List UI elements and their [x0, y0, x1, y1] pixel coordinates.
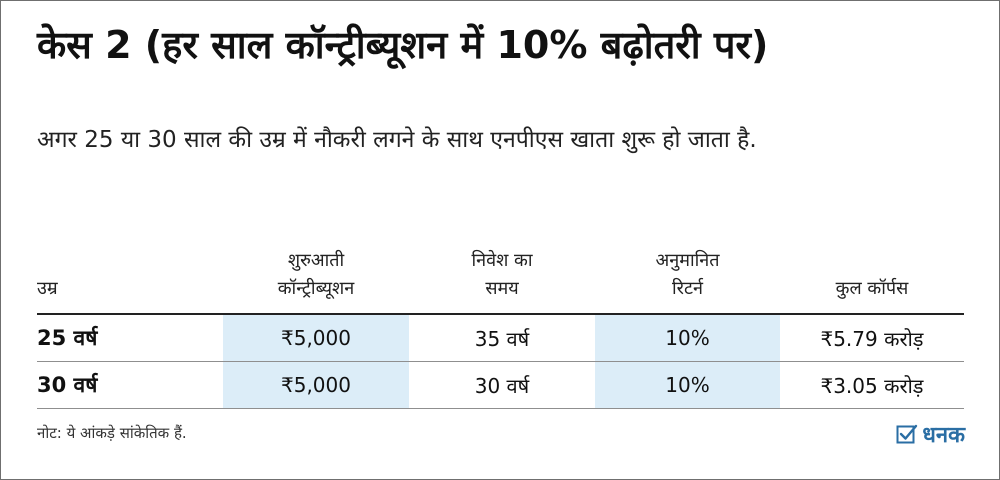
- cell-return: 10%: [595, 361, 780, 409]
- brand-name: धनक: [922, 423, 965, 448]
- header-investment-period: निवेश का समय: [409, 227, 595, 315]
- cell-age: 25 वर्ष: [37, 314, 223, 362]
- table-header-row: उम्र शुरुआती कॉन्ट्रीब्यूशन निवेश का समय अ…: [37, 227, 964, 315]
- brand-logo: धनक: [896, 419, 965, 449]
- table-row: 30 वर्ष ₹5,000 30 वर्ष 10% ₹3.05 करोड़: [37, 361, 964, 409]
- check-box-icon: [896, 423, 918, 445]
- footnote: नोट: ये आंकड़े सांकेतिक हैं.: [37, 424, 187, 442]
- cell-period: 30 वर्ष: [409, 361, 595, 409]
- cell-contribution: ₹5,000: [223, 314, 409, 362]
- cell-corpus: ₹3.05 करोड़: [780, 361, 964, 409]
- header-age: उम्र: [37, 227, 223, 315]
- cell-corpus: ₹5.79 करोड़: [780, 314, 964, 362]
- page-title: केस 2 (हर साल कॉन्ट्रीब्यूशन में 10% बढ़…: [37, 23, 769, 67]
- header-total-corpus: कुल कॉर्पस: [780, 227, 964, 315]
- cell-period: 35 वर्ष: [409, 314, 595, 362]
- subtitle: अगर 25 या 30 साल की उम्र में नौकरी लगने …: [37, 127, 757, 153]
- table-row: 25 वर्ष ₹5,000 35 वर्ष 10% ₹5.79 करोड़: [37, 314, 964, 362]
- corpus-table: उम्र शुरुआती कॉन्ट्रीब्यूशन निवेश का समय अ…: [37, 227, 964, 409]
- header-expected-return: अनुमानित रिटर्न: [595, 227, 780, 315]
- cell-age: 30 वर्ष: [37, 361, 223, 409]
- header-initial-contribution: शुरुआती कॉन्ट्रीब्यूशन: [223, 227, 409, 315]
- cell-contribution: ₹5,000: [223, 361, 409, 409]
- cell-return: 10%: [595, 314, 780, 362]
